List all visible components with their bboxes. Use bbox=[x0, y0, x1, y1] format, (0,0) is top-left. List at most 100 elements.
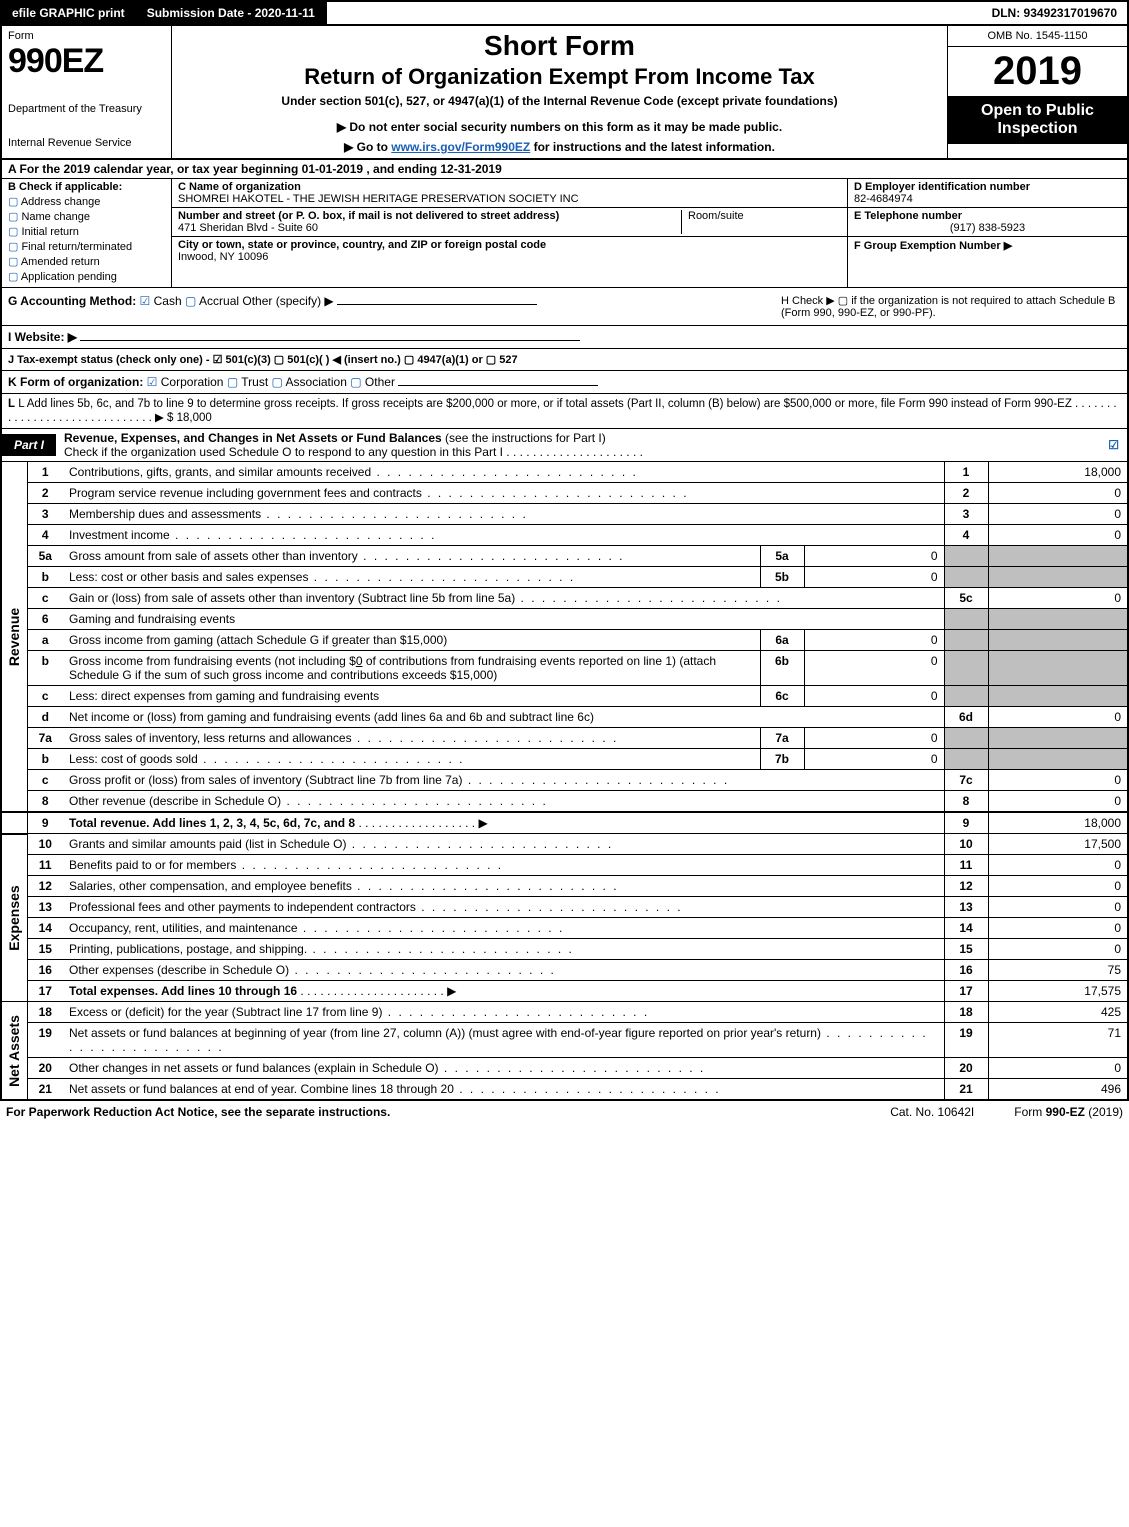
c-street-row: Number and street (or P. O. box, if mail… bbox=[172, 208, 847, 237]
l16-ln: 16 bbox=[944, 960, 988, 981]
l7a-num: 7a bbox=[27, 728, 63, 749]
l8-val: 0 bbox=[988, 791, 1128, 813]
l9-desc: Total revenue. Add lines 1, 2, 3, 4, 5c,… bbox=[63, 812, 944, 834]
part-1-tag: Part I bbox=[2, 434, 56, 456]
side-expenses-label: Expenses bbox=[6, 885, 22, 950]
cb-cash[interactable]: Cash bbox=[140, 294, 182, 308]
l3-num: 3 bbox=[27, 504, 63, 525]
l18-desc: Excess or (deficit) for the year (Subtra… bbox=[63, 1002, 944, 1023]
goto-note: ▶ Go to www.irs.gov/Form990EZ for instru… bbox=[178, 140, 941, 154]
l6a-desc: Gross income from gaming (attach Schedul… bbox=[63, 630, 760, 651]
l20-val: 0 bbox=[988, 1058, 1128, 1079]
l19-desc: Net assets or fund balances at beginning… bbox=[63, 1023, 944, 1058]
l7a-shade2 bbox=[988, 728, 1128, 749]
l6a-sn: 6a bbox=[760, 630, 804, 651]
line-6: 6 Gaming and fundraising events bbox=[1, 609, 1128, 630]
g-other-field[interactable] bbox=[337, 304, 537, 305]
form-header: Form 990EZ Department of the Treasury In… bbox=[0, 26, 1129, 160]
l7b-shade2 bbox=[988, 749, 1128, 770]
l6-shade2 bbox=[988, 609, 1128, 630]
l14-val: 0 bbox=[988, 918, 1128, 939]
l17-num: 17 bbox=[27, 981, 63, 1002]
cb-other-org[interactable]: Other bbox=[350, 375, 395, 389]
l1-val: 18,000 bbox=[988, 462, 1128, 483]
c-name-label: C Name of organization bbox=[178, 181, 579, 193]
cb-address-change[interactable]: Address change bbox=[8, 195, 165, 208]
h-schedule-b: H Check ▶ ▢ if the organization is not r… bbox=[781, 294, 1121, 319]
l10-ln: 10 bbox=[944, 834, 988, 855]
part-1-header: Part I Revenue, Expenses, and Changes in… bbox=[0, 429, 1129, 462]
part-1-checkbox[interactable]: ☑ bbox=[1100, 436, 1127, 454]
l7c-desc: Gross profit or (loss) from sales of inv… bbox=[63, 770, 944, 791]
l6a-sv: 0 bbox=[804, 630, 944, 651]
line-3: 3 Membership dues and assessments 3 0 bbox=[1, 504, 1128, 525]
website-field[interactable] bbox=[80, 340, 580, 341]
l-value: 18,000 bbox=[177, 412, 212, 424]
cb-association[interactable]: Association bbox=[272, 375, 347, 389]
form-number: 990EZ bbox=[8, 42, 165, 81]
l7b-num: b bbox=[27, 749, 63, 770]
l3-ln: 3 bbox=[944, 504, 988, 525]
l12-ln: 12 bbox=[944, 876, 988, 897]
k-other-field[interactable] bbox=[398, 385, 598, 386]
l18-ln: 18 bbox=[944, 1002, 988, 1023]
l11-ln: 11 bbox=[944, 855, 988, 876]
cb-amended-return[interactable]: Amended return bbox=[8, 255, 165, 268]
subtitle: Under section 501(c), 527, or 4947(a)(1)… bbox=[178, 94, 941, 108]
f-group-row: F Group Exemption Number ▶ bbox=[848, 237, 1127, 287]
l19-val: 71 bbox=[988, 1023, 1128, 1058]
c-city-label: City or town, state or province, country… bbox=[178, 239, 546, 251]
l16-num: 16 bbox=[27, 960, 63, 981]
l5c-val: 0 bbox=[988, 588, 1128, 609]
l5b-sn: 5b bbox=[760, 567, 804, 588]
line-21: 21 Net assets or fund balances at end of… bbox=[1, 1079, 1128, 1101]
line-7c: c Gross profit or (loss) from sales of i… bbox=[1, 770, 1128, 791]
e-phone-row: E Telephone number (917) 838-5923 bbox=[848, 208, 1127, 237]
row-j-tax-exempt: J Tax-exempt status (check only one) - ☑… bbox=[0, 349, 1129, 371]
goto-post: for instructions and the latest informat… bbox=[530, 140, 775, 154]
l6-num: 6 bbox=[27, 609, 63, 630]
cb-trust[interactable]: Trust bbox=[227, 375, 268, 389]
cb-corporation[interactable]: Corporation bbox=[147, 375, 224, 389]
cb-final-return[interactable]: Final return/terminated bbox=[8, 240, 165, 253]
l8-ln: 8 bbox=[944, 791, 988, 813]
row-g-h: G Accounting Method: Cash Accrual Other … bbox=[0, 288, 1129, 326]
cb-accrual[interactable]: Accrual bbox=[185, 294, 239, 308]
c-name-row: C Name of organization SHOMREI HAKOTEL -… bbox=[172, 179, 847, 208]
l7a-sn: 7a bbox=[760, 728, 804, 749]
l13-num: 13 bbox=[27, 897, 63, 918]
l21-val: 496 bbox=[988, 1079, 1128, 1101]
line-14: 14 Occupancy, rent, utilities, and maint… bbox=[1, 918, 1128, 939]
l6c-sn: 6c bbox=[760, 686, 804, 707]
g-other: Other (specify) ▶ bbox=[242, 294, 333, 308]
l5a-sv: 0 bbox=[804, 546, 944, 567]
tax-year: 2019 bbox=[948, 47, 1127, 96]
line-11: 11 Benefits paid to or for members 11 0 bbox=[1, 855, 1128, 876]
l5c-num: c bbox=[27, 588, 63, 609]
l7c-ln: 7c bbox=[944, 770, 988, 791]
l6a-shade2 bbox=[988, 630, 1128, 651]
l20-num: 20 bbox=[27, 1058, 63, 1079]
line-10: Expenses 10 Grants and similar amounts p… bbox=[1, 834, 1128, 855]
l13-desc: Professional fees and other payments to … bbox=[63, 897, 944, 918]
cb-application-pending[interactable]: Application pending bbox=[8, 270, 165, 283]
l11-val: 0 bbox=[988, 855, 1128, 876]
top-bar: efile GRAPHIC print Submission Date - 20… bbox=[0, 0, 1129, 26]
l18-val: 425 bbox=[988, 1002, 1128, 1023]
l6c-shade2 bbox=[988, 686, 1128, 707]
line-12: 12 Salaries, other compensation, and emp… bbox=[1, 876, 1128, 897]
short-form-title: Short Form bbox=[178, 30, 941, 62]
irs-link[interactable]: www.irs.gov/Form990EZ bbox=[391, 140, 530, 154]
l11-num: 11 bbox=[27, 855, 63, 876]
l3-desc: Membership dues and assessments bbox=[63, 504, 944, 525]
footer-cat: Cat. No. 10642I bbox=[890, 1105, 974, 1119]
line-8: 8 Other revenue (describe in Schedule O)… bbox=[1, 791, 1128, 813]
l7b-shade1 bbox=[944, 749, 988, 770]
cb-initial-return[interactable]: Initial return bbox=[8, 225, 165, 238]
l4-num: 4 bbox=[27, 525, 63, 546]
efile-button[interactable]: efile GRAPHIC print bbox=[2, 2, 137, 24]
col-c-org-info: C Name of organization SHOMREI HAKOTEL -… bbox=[172, 179, 847, 287]
l6b-sv: 0 bbox=[804, 651, 944, 686]
l5b-sv: 0 bbox=[804, 567, 944, 588]
cb-name-change[interactable]: Name change bbox=[8, 210, 165, 223]
